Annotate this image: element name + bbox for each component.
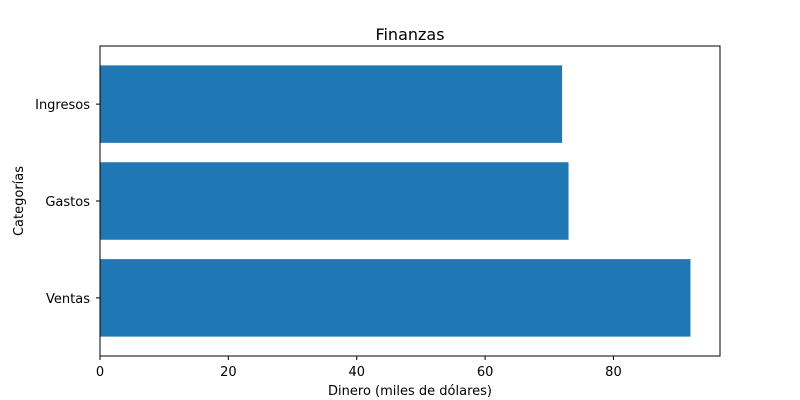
y-axis-ticks: Ventas Gastos Ingresos bbox=[35, 98, 100, 307]
bar-gastos bbox=[100, 162, 569, 240]
y-tick-label: Gastos bbox=[45, 195, 90, 210]
x-axis-ticks: 0 20 40 60 80 bbox=[96, 356, 622, 380]
y-tick-label: Ventas bbox=[46, 292, 90, 307]
bar-ventas bbox=[100, 259, 691, 337]
y-axis-label: Categorías bbox=[12, 166, 27, 236]
x-tick-label: 80 bbox=[605, 365, 622, 380]
x-axis-label: Dinero (miles de dólares) bbox=[328, 384, 492, 399]
bars-group bbox=[100, 65, 691, 337]
x-tick-label: 20 bbox=[220, 365, 237, 380]
y-tick-label: Ingresos bbox=[35, 98, 90, 113]
x-tick-label: 0 bbox=[96, 365, 104, 380]
bar-ingresos bbox=[100, 65, 563, 143]
chart-title: Finanzas bbox=[375, 25, 444, 44]
x-tick-label: 40 bbox=[348, 365, 365, 380]
x-tick-label: 60 bbox=[477, 365, 494, 380]
